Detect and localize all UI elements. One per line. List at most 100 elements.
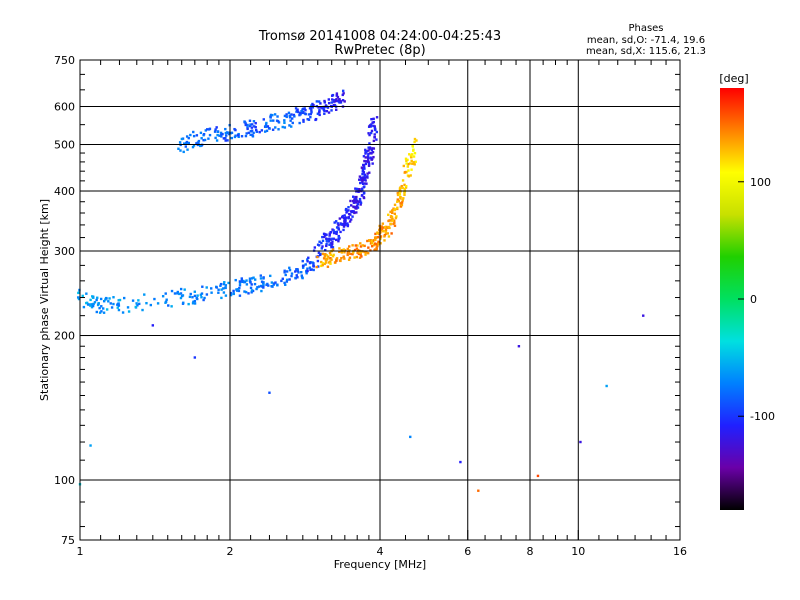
data-point (396, 192, 399, 195)
data-point (477, 489, 480, 492)
data-point (339, 223, 343, 226)
data-point (343, 214, 346, 217)
data-point (324, 252, 327, 256)
data-point (325, 233, 328, 236)
data-point (284, 273, 287, 277)
data-point (285, 270, 289, 273)
data-point (202, 138, 205, 142)
y-ticks: 75 100 200 300 400 500 600 750 (54, 54, 680, 547)
data-point (366, 176, 369, 179)
data-point (193, 290, 197, 293)
data-point (410, 159, 413, 163)
data-point (195, 296, 198, 300)
data-point (108, 297, 111, 300)
data-point (335, 92, 339, 95)
data-point (309, 106, 313, 110)
data-point (273, 282, 276, 285)
data-point (224, 131, 228, 135)
data-point (342, 225, 346, 228)
data-point (266, 125, 270, 128)
data-point (355, 199, 358, 202)
data-point (393, 212, 397, 216)
data-point (409, 162, 412, 165)
data-point (264, 123, 268, 126)
data-point (232, 292, 235, 295)
data-point (367, 162, 371, 166)
data-point (336, 95, 340, 99)
data-point (361, 194, 364, 197)
data-point (342, 248, 346, 251)
data-point (579, 440, 582, 444)
data-point (296, 110, 300, 114)
data-point (358, 175, 362, 178)
data-point (137, 299, 140, 302)
data-point (383, 225, 387, 229)
data-point (216, 133, 219, 137)
data-point (179, 292, 183, 295)
data-point (349, 218, 353, 221)
data-point (179, 296, 183, 300)
data-point (89, 298, 92, 302)
data-point (322, 235, 326, 239)
data-point (228, 131, 231, 134)
phases-title: Phases (628, 23, 663, 34)
x-tick-label: 10 (571, 545, 585, 558)
data-point (219, 131, 223, 135)
data-point (334, 238, 338, 242)
data-point (176, 292, 179, 295)
data-point (363, 175, 366, 179)
data-point (197, 139, 201, 143)
data-point (90, 303, 93, 306)
data-point (338, 217, 342, 220)
data-point (193, 356, 197, 359)
data-point (364, 148, 367, 152)
data-point (109, 302, 112, 305)
data-point (323, 234, 327, 237)
data-point (377, 240, 380, 243)
data-point (188, 295, 192, 299)
data-point (344, 219, 347, 223)
data-point (283, 269, 286, 272)
data-point (387, 213, 390, 216)
data-point (363, 178, 366, 181)
data-point (372, 120, 375, 124)
colorbar-label: [deg] (719, 72, 748, 85)
data-point (361, 244, 364, 247)
data-point (276, 119, 280, 123)
data-point (249, 123, 252, 126)
data-point (341, 99, 345, 102)
data-point (283, 119, 286, 122)
y-tick-label: 500 (54, 139, 75, 152)
data-point (214, 128, 217, 131)
data-point (271, 128, 275, 131)
data-point (405, 184, 408, 188)
data-point (331, 255, 335, 258)
data-point (258, 130, 261, 134)
data-point (121, 311, 125, 314)
data-point (262, 277, 265, 280)
data-point (316, 255, 319, 259)
data-point (319, 253, 322, 257)
data-point (117, 299, 120, 302)
data-point (191, 302, 195, 305)
data-point (319, 106, 323, 109)
data-point (330, 258, 333, 261)
data-point (200, 292, 204, 295)
data-point (262, 286, 265, 289)
data-point (213, 130, 217, 133)
data-point (410, 168, 413, 171)
data-point (393, 208, 396, 212)
data-point (367, 160, 370, 164)
data-point (77, 297, 81, 301)
data-point (320, 260, 323, 264)
data-point (383, 239, 386, 242)
data-point (283, 271, 286, 274)
data-point (265, 283, 268, 287)
data-point (367, 246, 370, 249)
data-point (366, 157, 370, 160)
data-point (265, 121, 268, 125)
data-point (359, 242, 362, 245)
data-point (329, 253, 333, 257)
data-point (401, 186, 404, 190)
data-point (373, 133, 376, 136)
